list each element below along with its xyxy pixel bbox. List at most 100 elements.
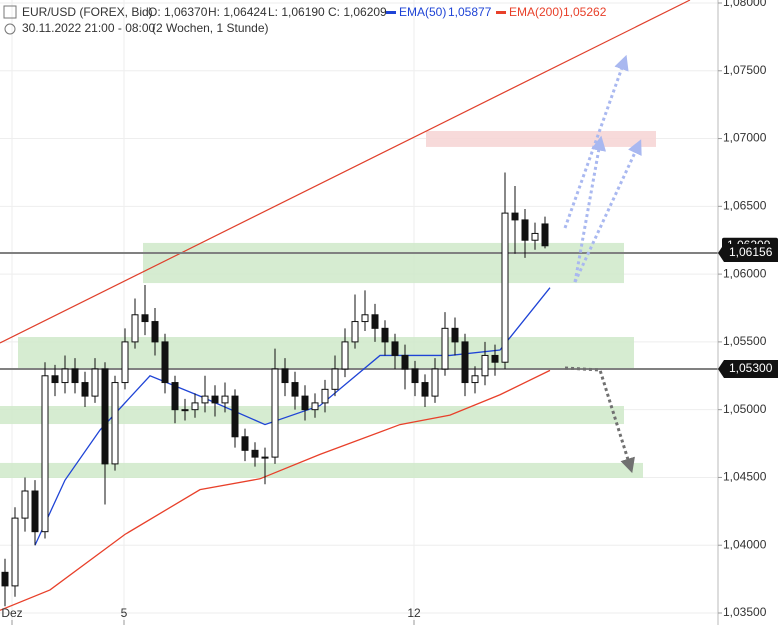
candle-body xyxy=(41,375,49,533)
x-tick-label: Dez xyxy=(1,606,22,620)
period: 30.11.2022 21:00 - 08:00 xyxy=(22,21,156,35)
ema-line xyxy=(34,287,551,546)
arrow xyxy=(573,139,642,283)
candle-body xyxy=(101,368,109,465)
zone xyxy=(0,406,624,425)
candle-body xyxy=(481,354,489,377)
ema-line xyxy=(0,369,551,611)
y-tick-label: 1,07500 xyxy=(723,63,767,77)
zone xyxy=(143,242,624,284)
x-tick-label: 5 xyxy=(121,606,128,620)
candle-body xyxy=(71,368,79,384)
y-tick-label: 1,06000 xyxy=(723,266,767,280)
level-tag-label: 1,05300 xyxy=(729,361,773,375)
symbol: EUR/USD (FOREX, Bid) xyxy=(22,5,153,19)
candle-body xyxy=(11,517,19,587)
candle-body xyxy=(491,354,499,363)
zone xyxy=(426,130,656,147)
candle-body xyxy=(301,395,309,411)
candle-body xyxy=(31,490,39,533)
zone xyxy=(18,337,634,369)
legend-value: 1,05262 xyxy=(563,5,607,19)
candle-body xyxy=(91,368,99,397)
candle-body xyxy=(201,395,209,404)
candle-body xyxy=(131,314,139,343)
candle-body xyxy=(341,341,349,370)
candle-body xyxy=(281,368,289,384)
high: H: 1,06424 xyxy=(208,5,267,19)
candle-body xyxy=(251,449,259,458)
candle-body xyxy=(361,314,369,323)
legend-swatch xyxy=(496,11,506,14)
candle-body xyxy=(331,368,339,390)
candle-body xyxy=(121,341,129,384)
legend-name: EMA(50) xyxy=(399,5,446,19)
header: EUR/USD (FOREX, Bid) O: 1,06370 H: 1,064… xyxy=(3,5,607,35)
candle-body xyxy=(451,327,459,343)
candle-body xyxy=(191,402,199,411)
candle-body xyxy=(351,321,359,343)
candle-body xyxy=(381,327,389,343)
candle-body xyxy=(471,375,479,384)
candle-body xyxy=(531,232,539,241)
candle-body xyxy=(151,321,159,343)
candle-body xyxy=(221,395,229,404)
candle-body xyxy=(461,341,469,384)
candle-body xyxy=(401,354,409,370)
candle-body xyxy=(171,382,179,411)
icon xyxy=(3,5,17,19)
candle-body xyxy=(321,388,329,404)
candle-body xyxy=(271,368,279,458)
x-tick-label: 12 xyxy=(407,606,421,620)
candle-body xyxy=(431,368,439,397)
y-tick-label: 1,08000 xyxy=(723,0,767,9)
low: L: 1,06190 xyxy=(268,5,325,19)
y-tick-label: 1,03500 xyxy=(723,605,767,619)
y-tick-label: 1,05000 xyxy=(723,402,767,416)
candle-body xyxy=(391,341,399,356)
span: (2 Wochen, 1 Stunde) xyxy=(152,21,269,35)
close: C: 1,06209 xyxy=(328,5,387,19)
level-tag xyxy=(718,243,778,262)
candle-body xyxy=(81,382,89,397)
candle-body xyxy=(111,382,119,465)
candle-body xyxy=(501,212,509,363)
candle-body xyxy=(291,382,299,397)
candle-body xyxy=(161,341,169,384)
arrow xyxy=(564,366,635,474)
candle-body xyxy=(51,375,59,384)
candle-body xyxy=(411,368,419,384)
candle-body xyxy=(141,314,149,323)
legend-swatch xyxy=(386,11,396,14)
y-tick-label: 1,06500 xyxy=(723,199,767,213)
arrow xyxy=(563,54,629,229)
y-tick-label: 1,05500 xyxy=(723,334,767,348)
candle-body xyxy=(21,490,29,519)
candle-body xyxy=(441,327,449,370)
candle-body xyxy=(541,223,549,247)
candle-body xyxy=(211,395,219,404)
candle-body xyxy=(311,402,319,411)
candle-body xyxy=(521,219,529,241)
legend-name: EMA(200) xyxy=(509,5,563,19)
candle-body xyxy=(181,409,189,412)
level-tag xyxy=(718,360,778,378)
trendline xyxy=(0,0,691,344)
drawing-arrows xyxy=(563,54,642,474)
y-tick-label: 1,04000 xyxy=(723,537,767,551)
candle-body xyxy=(1,571,9,587)
y-tick-label: 1,04500 xyxy=(723,470,767,484)
zone xyxy=(0,462,643,478)
candle-body xyxy=(511,212,519,221)
y-tick-label: 1,07000 xyxy=(723,131,767,145)
candle-body xyxy=(371,314,379,329)
level-tag-label: 1,06156 xyxy=(729,245,773,259)
candle-body xyxy=(421,382,429,397)
candle-body xyxy=(61,368,69,384)
candle-body xyxy=(241,436,249,451)
open: O: 1,06370 xyxy=(148,5,208,19)
candle-body xyxy=(261,456,269,459)
icon xyxy=(4,23,16,35)
legend-value: 1,05877 xyxy=(448,5,492,19)
candle-body xyxy=(231,395,239,438)
